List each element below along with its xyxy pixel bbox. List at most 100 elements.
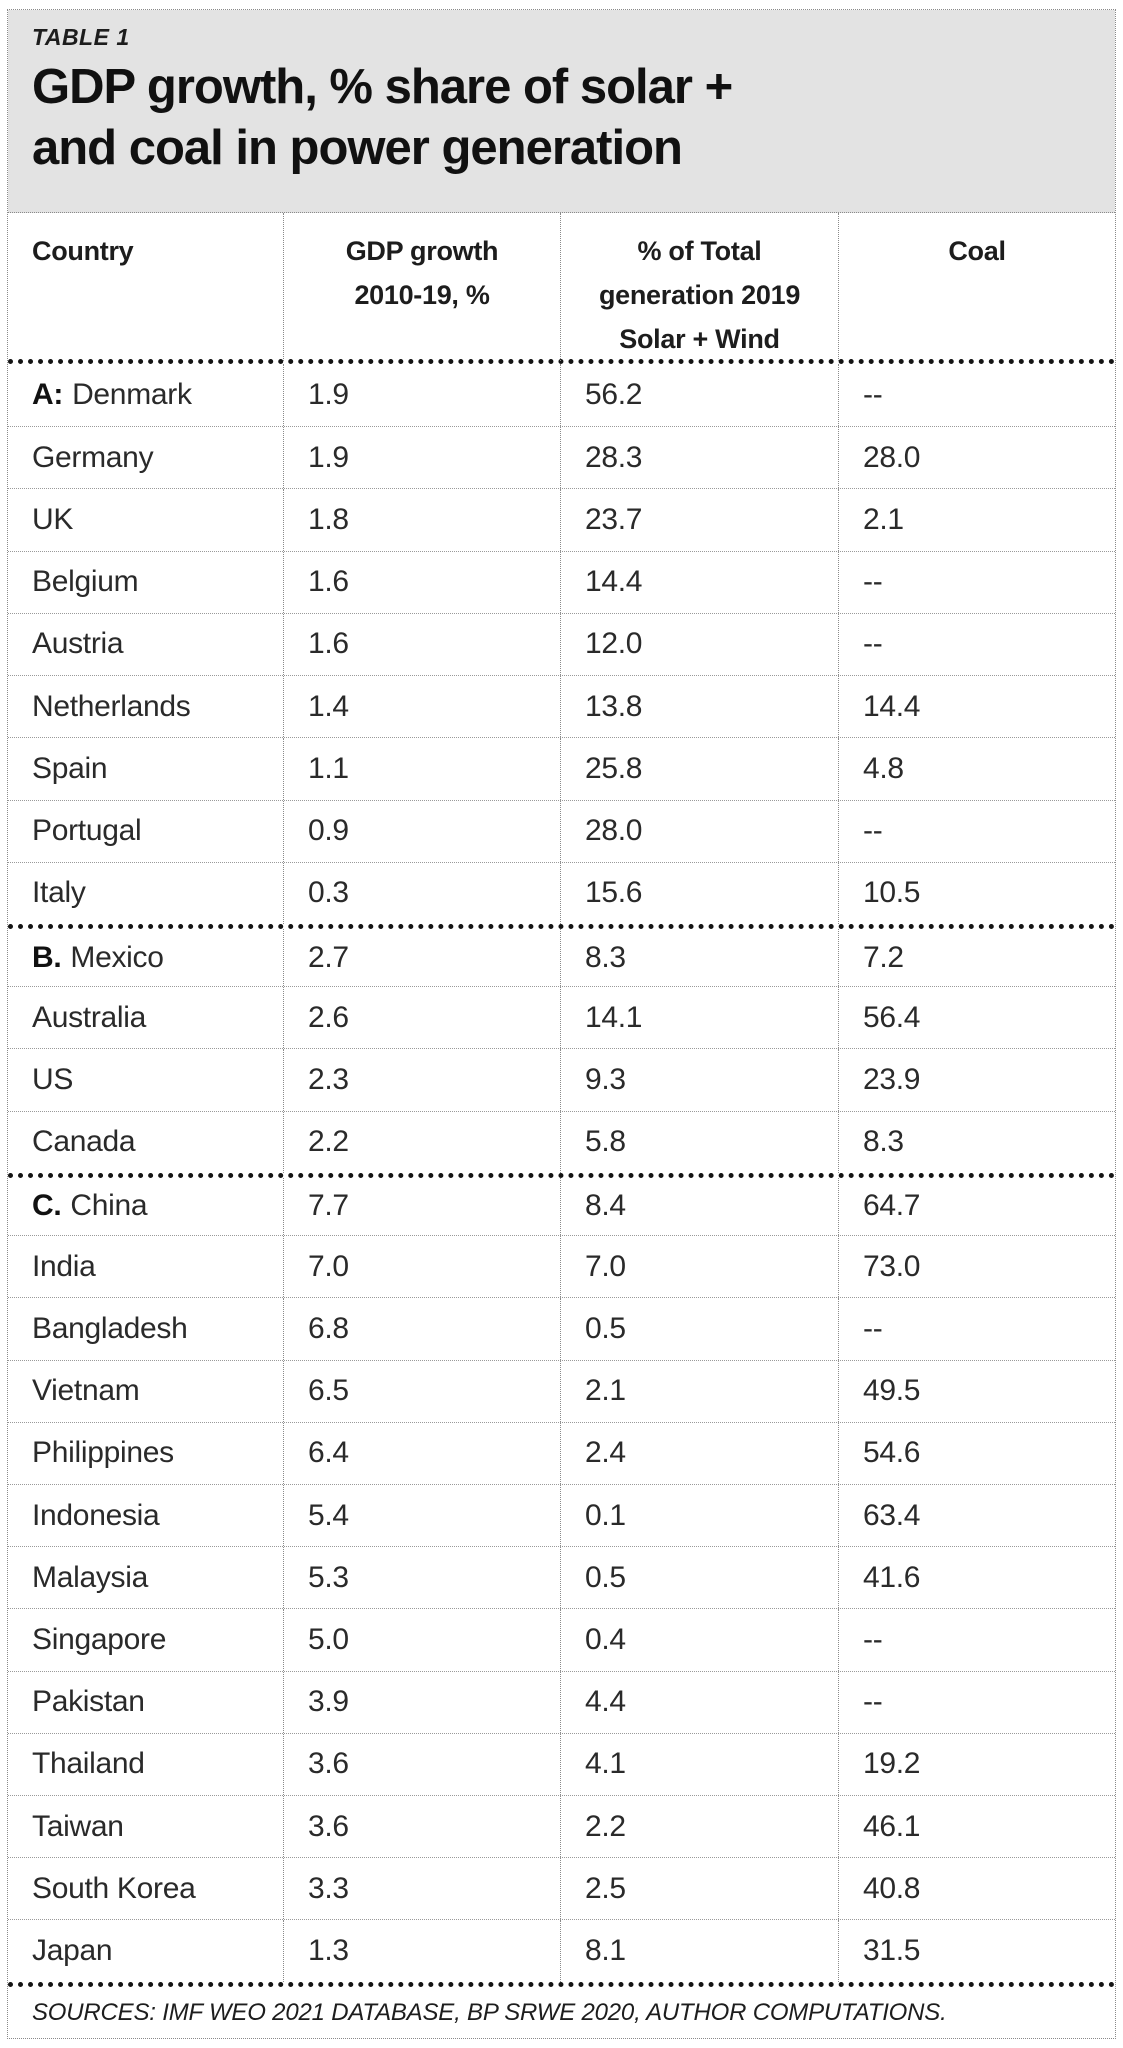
gdp-growth-cell: 1.1 xyxy=(283,738,560,800)
gdp-growth-cell: 7.0 xyxy=(283,1236,560,1298)
table-row: Australia 2.6 14.1 56.4 xyxy=(8,986,1115,1049)
country-cell: A: Denmark xyxy=(8,364,283,426)
coal-cell: -- xyxy=(838,1609,1115,1671)
country-name: Singapore xyxy=(32,1622,167,1656)
country-cell: Philippines xyxy=(8,1423,283,1484)
table-row: Bangladesh 6.8 0.5 -- xyxy=(8,1297,1115,1360)
table-body: A: Denmark 1.9 56.2 -- Germany 1.9 28.3 2… xyxy=(8,364,1115,1982)
solar-wind-cell: 2.4 xyxy=(560,1422,838,1484)
table-row: Belgium 1.6 14.4 -- xyxy=(8,550,1115,613)
gdp-growth-cell: 6.4 xyxy=(283,1422,560,1484)
gdp-growth-cell: 5.0 xyxy=(283,1609,560,1671)
gdp-growth-cell: 5.3 xyxy=(283,1547,560,1609)
solar-wind-cell: 7.0 xyxy=(560,1236,838,1298)
country-name: Denmark xyxy=(72,378,192,412)
gdp-growth-cell: 1.6 xyxy=(283,613,560,676)
page-title-line2: and coal in power generation xyxy=(32,121,683,175)
country-cell: Canada xyxy=(8,1112,283,1173)
solar-wind-cell: 14.1 xyxy=(560,987,838,1049)
country-name: Austria xyxy=(32,627,124,661)
table-frame: TABLE 1 GDP growth, % share of solar + a… xyxy=(7,9,1116,2039)
coal-cell: -- xyxy=(838,800,1115,862)
coal-cell: -- xyxy=(838,613,1115,676)
gdp-growth-cell: 3.9 xyxy=(283,1671,560,1733)
country-name: Canada xyxy=(32,1125,136,1159)
table-row: Spain 1.1 25.8 4.8 xyxy=(8,737,1115,800)
column-header-country: Country xyxy=(32,236,134,266)
solar-wind-cell: 56.2 xyxy=(560,364,838,427)
table-row: Italy 0.3 15.6 10.5 xyxy=(8,861,1115,924)
country-name: Thailand xyxy=(32,1747,145,1781)
table-row: Indonesia 5.4 0.1 63.4 xyxy=(8,1483,1115,1547)
country-cell: US xyxy=(8,1049,283,1110)
solar-wind-cell: 8.4 xyxy=(560,1177,838,1236)
country-name: Belgium xyxy=(32,565,139,599)
table-row: Netherlands 1.4 13.8 14.4 xyxy=(8,675,1115,738)
coal-cell: -- xyxy=(838,1298,1115,1360)
country-cell: Australia xyxy=(8,987,283,1048)
country-cell: Pakistan xyxy=(8,1672,283,1733)
coal-cell: -- xyxy=(838,1671,1115,1733)
coal-cell: 54.6 xyxy=(838,1422,1115,1484)
country-cell: India xyxy=(8,1236,283,1297)
coal-cell: 23.9 xyxy=(838,1049,1115,1111)
table-row: UK 1.8 23.7 2.1 xyxy=(8,488,1115,551)
country-cell: Italy xyxy=(8,863,283,924)
country-name: South Korea xyxy=(32,1871,196,1905)
country-name: Germany xyxy=(32,440,154,474)
coal-cell: 10.5 xyxy=(838,862,1115,924)
country-name: India xyxy=(32,1249,96,1283)
solar-wind-cell: 2.5 xyxy=(560,1858,838,1920)
solar-wind-cell: 23.7 xyxy=(560,489,838,551)
solar-wind-cell: 28.0 xyxy=(560,800,838,862)
gdp-growth-cell: 1.4 xyxy=(283,676,560,738)
coal-cell: 28.0 xyxy=(838,427,1115,489)
country-cell: UK xyxy=(8,489,283,550)
gdp-growth-cell: 1.6 xyxy=(283,551,560,613)
page-title: GDP growth, % share of solar + and coal … xyxy=(32,57,1095,179)
table-header-row: Country GDP growth 2010-19, % % of Total… xyxy=(8,213,1115,364)
gdp-growth-cell: 0.9 xyxy=(283,800,560,862)
country-cell: Germany xyxy=(8,427,283,488)
column-header-gdp-growth: GDP growth 2010-19, % xyxy=(283,213,560,361)
country-name: Japan xyxy=(32,1934,113,1968)
country-cell: Netherlands xyxy=(8,676,283,737)
table-row: Austria 1.6 12.0 -- xyxy=(8,612,1115,676)
coal-cell: 2.1 xyxy=(838,489,1115,551)
coal-cell: 46.1 xyxy=(838,1796,1115,1858)
country-cell: C. China xyxy=(8,1178,283,1235)
gdp-growth-cell: 2.6 xyxy=(283,987,560,1049)
solar-wind-cell: 12.0 xyxy=(560,613,838,676)
table-row: Pakistan 3.9 4.4 -- xyxy=(8,1670,1115,1733)
coal-cell: 8.3 xyxy=(838,1111,1115,1173)
country-name: US xyxy=(32,1063,74,1097)
table-row: US 2.3 9.3 23.9 xyxy=(8,1048,1115,1111)
country-name: Malaysia xyxy=(32,1560,148,1594)
coal-cell: 63.4 xyxy=(838,1484,1115,1547)
coal-cell: 56.4 xyxy=(838,987,1115,1049)
country-cell: Bangladesh xyxy=(8,1298,283,1359)
country-name: Spain xyxy=(32,751,108,785)
country-cell: Portugal xyxy=(8,801,283,862)
solar-wind-cell: 0.4 xyxy=(560,1609,838,1671)
gdp-growth-cell: 1.9 xyxy=(283,427,560,489)
gdp-growth-cell: 2.3 xyxy=(283,1049,560,1111)
coal-cell: 19.2 xyxy=(838,1733,1115,1796)
gdp-growth-cell: 1.3 xyxy=(283,1920,560,1982)
table-row: Canada 2.2 5.8 8.3 xyxy=(8,1110,1115,1173)
country-group-label: B. xyxy=(32,940,62,974)
country-name: Philippines xyxy=(32,1436,174,1470)
solar-wind-cell: 5.8 xyxy=(560,1111,838,1173)
solar-wind-cell: 0.5 xyxy=(560,1547,838,1609)
column-header-coal: Coal xyxy=(838,213,1115,361)
solar-wind-cell: 9.3 xyxy=(560,1049,838,1111)
solar-wind-cell: 0.1 xyxy=(560,1484,838,1547)
country-cell: Singapore xyxy=(8,1609,283,1670)
table-row: Singapore 5.0 0.4 -- xyxy=(8,1608,1115,1671)
country-cell: South Korea xyxy=(8,1858,283,1919)
solar-wind-cell: 2.2 xyxy=(560,1796,838,1858)
gdp-growth-cell: 6.5 xyxy=(283,1360,560,1422)
column-header-solar-wind: % of Total generation 2019 Solar + Wind xyxy=(560,213,838,361)
country-group-label: C. xyxy=(32,1189,62,1223)
solar-wind-cell: 8.3 xyxy=(560,928,838,987)
